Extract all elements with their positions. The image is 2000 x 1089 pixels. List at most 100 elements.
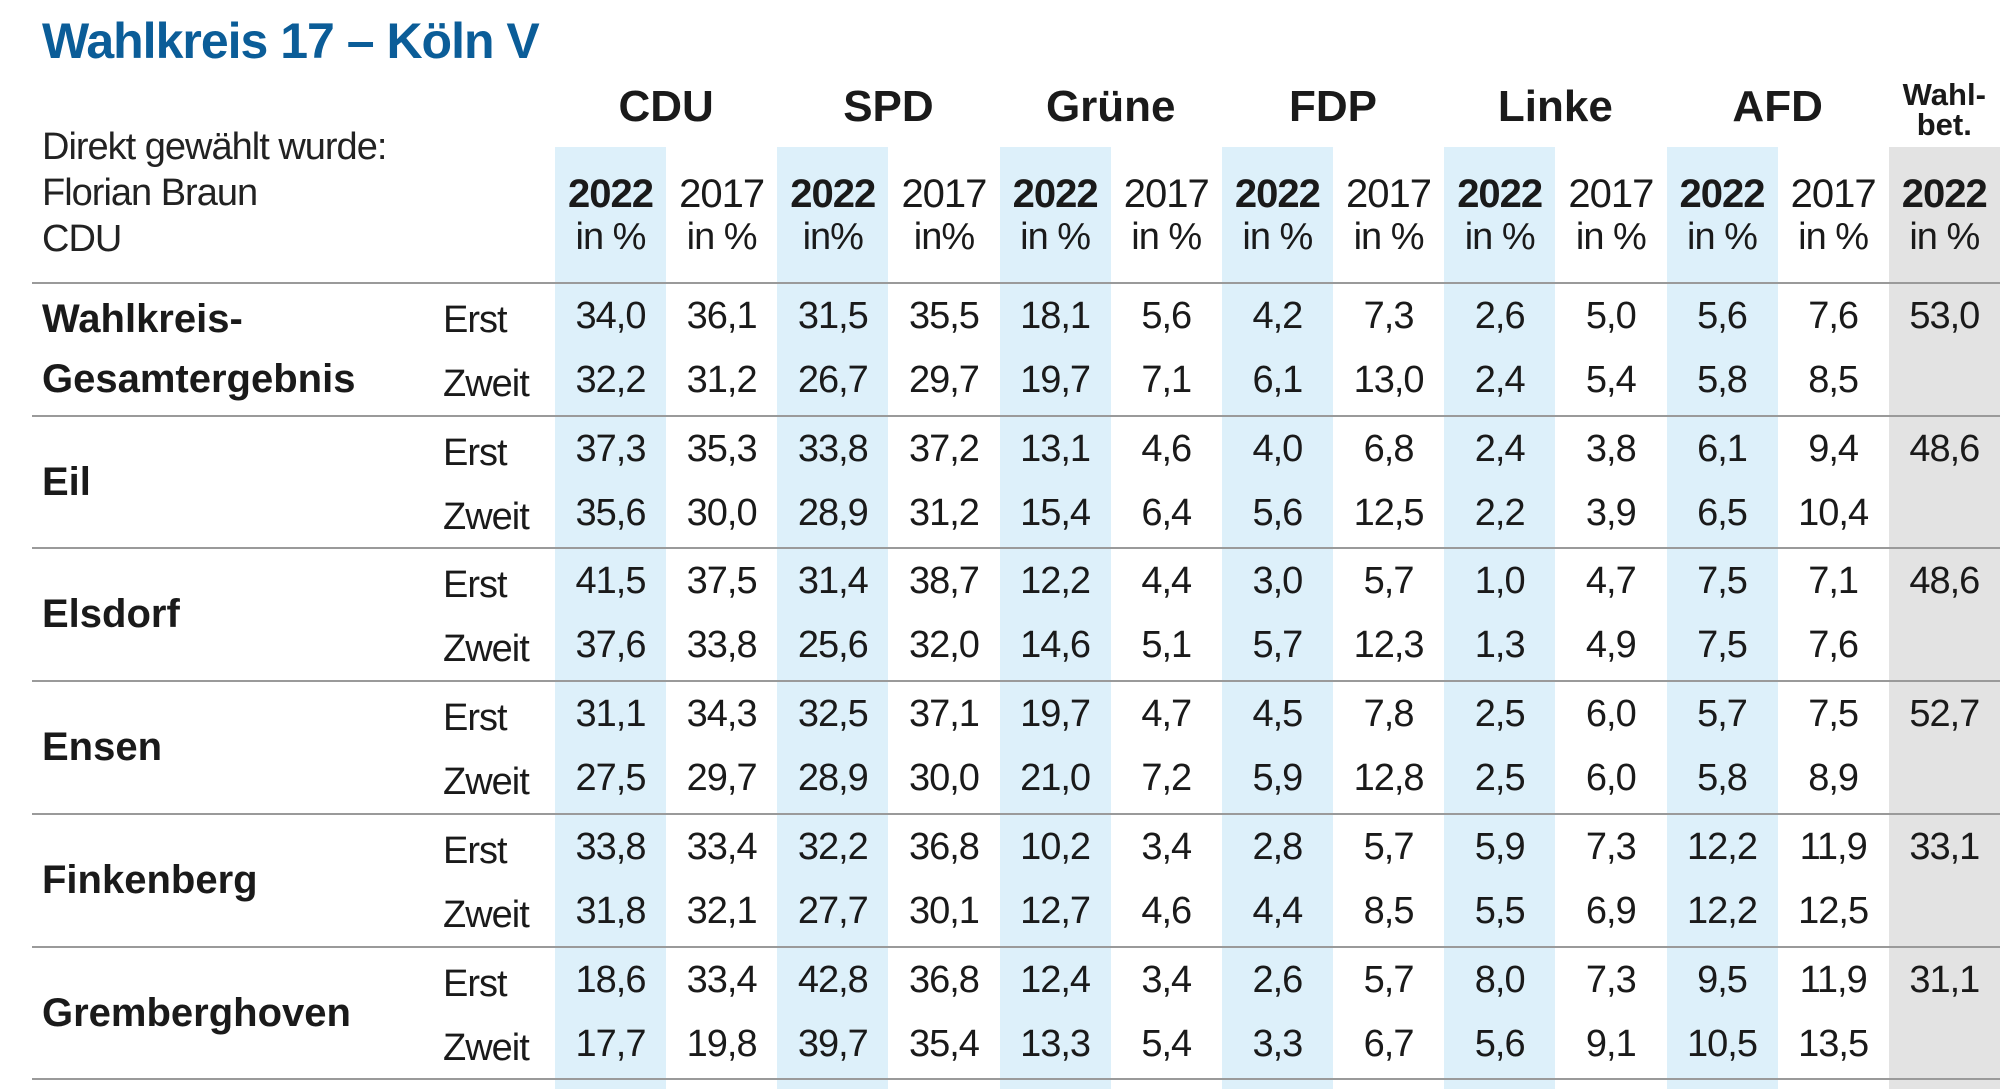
table-cell: 7,8	[1363, 693, 1415, 736]
table-cell: 41,5	[575, 560, 647, 603]
unit-header: in %	[1020, 216, 1091, 258]
elected-party: CDU	[42, 218, 122, 260]
table-cell: 33,1	[1909, 825, 1980, 868]
table-cell: 7,3	[1585, 825, 1637, 868]
highlight-column-shade	[999, 147, 1111, 1089]
table-cell: 31,4	[797, 560, 869, 603]
table-cell: 5,9	[1252, 757, 1303, 800]
table-cell: 5,4	[1141, 1022, 1192, 1065]
table-cell: 3,9	[1585, 491, 1637, 534]
row-divider	[32, 414, 2000, 417]
highlight-column-shade	[777, 147, 889, 1089]
unit-header: in %	[1353, 216, 1425, 258]
table-cell: 6,1	[1697, 427, 1748, 470]
table-cell: 35,3	[686, 427, 758, 470]
party-header-0: CDU	[618, 82, 714, 131]
table-cell: 6,4	[1141, 491, 1192, 534]
table-cell: 10,5	[1687, 1022, 1758, 1065]
table-cell: 12,2	[1687, 889, 1758, 932]
row-divider	[32, 680, 2000, 683]
year-header: 2022	[568, 172, 654, 216]
vote-type-erst: Erst	[443, 564, 508, 607]
table-cell: 2,5	[1474, 693, 1526, 736]
row-label-line: Gesamtergebnis	[42, 357, 356, 401]
table-cell: 5,5	[1474, 889, 1526, 932]
table-cell: 10,2	[1020, 825, 1091, 868]
year-header: 2022	[1901, 172, 1988, 216]
table-cell: 13,1	[1020, 427, 1091, 470]
table-cell: 7,3	[1363, 295, 1415, 337]
row-label-line: Finkenberg	[42, 857, 258, 902]
table-cell: 4,0	[1252, 427, 1303, 470]
table-cell: 32,0	[908, 624, 980, 667]
table-cell: 3,3	[1252, 1022, 1303, 1065]
vote-type-zweit: Zweit	[443, 628, 530, 671]
table-cell: 26,7	[797, 359, 869, 401]
header-divider	[32, 282, 2000, 284]
table-cell: 38,7	[908, 560, 980, 603]
table-cell: 32,5	[797, 693, 869, 736]
table-cell: 5,7	[1697, 693, 1748, 736]
row-label: Eil	[42, 452, 91, 512]
year-header: 2017	[1568, 172, 1654, 216]
table-cell: 11,9	[1799, 825, 1868, 868]
unit-header: in %	[1575, 216, 1647, 258]
table-cell: 31,2	[686, 359, 758, 401]
elected-candidate-info: Direkt gewählt wurde: Florian Braun CDU	[42, 124, 387, 262]
table-cell: 5,7	[1363, 825, 1415, 868]
table-cell: 9,5	[1697, 958, 1748, 1001]
row-label: Elsdorf	[42, 584, 180, 644]
year-header: 2017	[679, 172, 765, 216]
table-cell: 4,6	[1141, 427, 1192, 470]
vote-type-zweit: Zweit	[443, 363, 530, 405]
turnout-column-shade	[1888, 147, 2000, 1089]
year-header: 2022	[1679, 172, 1766, 216]
table-cell: 31,1	[575, 693, 647, 736]
table-cell: 2,6	[1474, 295, 1526, 337]
table-cell: 6,1	[1252, 359, 1303, 401]
table-cell: 32,1	[686, 889, 758, 932]
table-cell: 39,7	[797, 1022, 869, 1065]
table-cell: 6,5	[1697, 491, 1748, 534]
table-cell: 19,8	[686, 1022, 758, 1065]
row-label: Wahlkreis- Gesamtergebnis	[42, 289, 355, 409]
table-cell: 4,9	[1585, 624, 1637, 667]
table-cell: 5,7	[1363, 958, 1415, 1001]
table-cell: 2,4	[1474, 359, 1526, 401]
table-cell: 33,8	[575, 825, 647, 868]
table-cell: 12,2	[1020, 560, 1091, 603]
table-cell: 29,7	[908, 359, 980, 401]
table-cell: 32,2	[575, 359, 647, 401]
table-cell: 9,1	[1585, 1022, 1637, 1065]
table-cell: 30,0	[908, 757, 980, 800]
vote-type-erst: Erst	[443, 697, 508, 740]
table-cell: 3,4	[1141, 825, 1192, 868]
table-cell: 48,6	[1909, 560, 1980, 603]
table-cell: 7,5	[1697, 624, 1748, 667]
table-cell: 12,2	[1687, 825, 1758, 868]
vote-type-erst: Erst	[443, 962, 508, 1005]
table-cell: 19,7	[1020, 359, 1091, 401]
year-header: 2022	[1457, 172, 1543, 216]
table-cell: 12,3	[1353, 624, 1425, 667]
table-cell: 18,6	[575, 958, 647, 1001]
highlight-column-shade	[1221, 147, 1333, 1089]
table-cell: 6,0	[1585, 757, 1637, 800]
table-cell: 4,6	[1141, 889, 1192, 932]
table-cell: 1,3	[1474, 624, 1526, 667]
row-label-line: Gremberghoven	[42, 990, 351, 1035]
table-cell: 5,1	[1141, 624, 1192, 667]
table-cell: 6,9	[1585, 889, 1637, 932]
table-cell: 7,3	[1585, 958, 1637, 1001]
turnout-header-line2: bet.	[1916, 107, 1972, 142]
vote-type-zweit: Zweit	[443, 761, 530, 804]
turnout-header-line1: Wahl-	[1902, 77, 1986, 112]
table-cell: 32,2	[797, 825, 869, 868]
table-cell: 37,6	[575, 624, 647, 667]
year-header: 2022	[790, 172, 876, 216]
elected-name: Florian Braun	[42, 172, 258, 214]
table-cell: 4,4	[1252, 889, 1303, 932]
table-cell: 3,0	[1252, 560, 1303, 603]
year-header: 2017	[901, 172, 987, 216]
table-cell: 12,5	[1798, 889, 1869, 932]
